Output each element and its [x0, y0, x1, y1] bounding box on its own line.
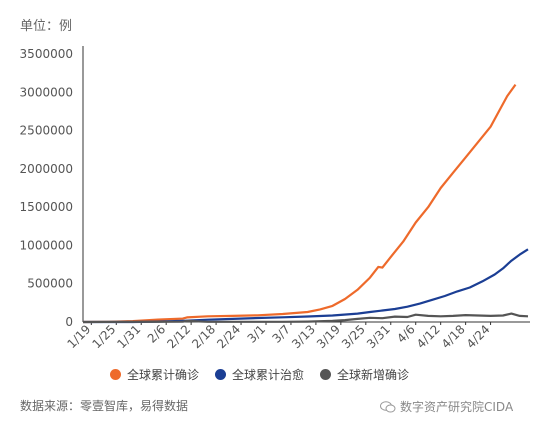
x-tick-label: 4/12 — [414, 322, 443, 351]
x-tick-label: 4/18 — [439, 322, 468, 351]
series-line-3 — [82, 312, 529, 324]
watermark-text: 数字资产研究院CIDA — [400, 400, 514, 414]
x-tick-label: 1/31 — [114, 322, 143, 351]
legend-marker — [110, 369, 121, 380]
watermark: 数字资产研究院CIDA — [380, 398, 513, 415]
legend-label: 全球新增确诊 — [337, 368, 410, 382]
x-tick-label: 3/13 — [289, 322, 318, 351]
legend-item-2: 全球累计治愈 — [215, 366, 304, 383]
x-tick-label: 2/18 — [189, 322, 218, 351]
legend-marker — [215, 369, 227, 380]
x-tick-label: 2/24 — [214, 322, 243, 351]
legend-item-3: 全球新增确诊 — [320, 366, 409, 383]
series-line-2 — [83, 248, 529, 324]
y-tick-label: 2500000 — [20, 124, 73, 138]
y-tick-label: 3000000 — [20, 85, 73, 99]
legend-marker — [320, 369, 332, 380]
x-tick-label: 3/25 — [339, 322, 368, 351]
x-tick-label: 4/24 — [464, 322, 493, 351]
y-tick-label: 0 — [65, 315, 73, 329]
x-tick-label: 2/12 — [164, 322, 193, 351]
series-line-1 — [82, 83, 517, 324]
legend-label: 全球累计确诊 — [127, 368, 200, 382]
unit-label: 单位：例 — [20, 19, 73, 34]
legend-item-1: 全球累计确诊 — [110, 366, 199, 383]
y-tick-label: 2000000 — [20, 162, 73, 176]
x-tick-label: 1/25 — [89, 322, 118, 351]
chart-legend: 全球累计确诊 全球累计治愈 全球新增确诊 — [110, 366, 409, 383]
y-tick-label: 500000 — [27, 277, 73, 291]
x-tick-label: 3/31 — [364, 322, 393, 351]
legend-label: 全球累计治愈 — [232, 368, 305, 382]
y-tick-label: 1500000 — [20, 200, 73, 214]
y-tick-label: 1000000 — [20, 238, 73, 252]
y-tick-label: 3500000 — [20, 47, 73, 61]
x-tick-label: 3/1 — [245, 322, 269, 346]
x-tick-label: 3/19 — [314, 322, 343, 351]
source-text: 数据来源：零壹智库，易得数据 — [20, 399, 189, 413]
wechat-icon — [380, 400, 396, 413]
